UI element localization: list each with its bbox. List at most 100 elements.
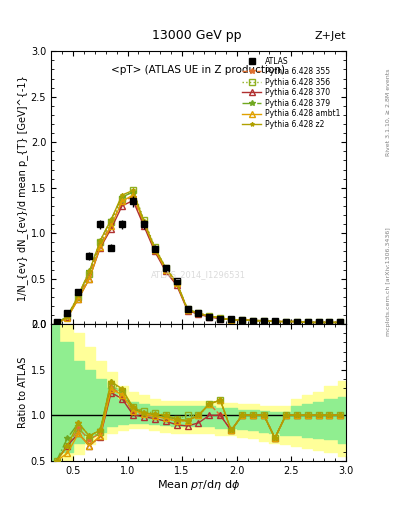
Pythia 6.428 ambt1 xyxy=(120,198,125,204)
Pythia 6.428 370 xyxy=(262,317,266,324)
Text: <pT> (ATLAS UE in Z production): <pT> (ATLAS UE in Z production) xyxy=(112,65,285,75)
Pythia 6.428 379 xyxy=(229,316,233,323)
Pythia 6.428 ambt1 xyxy=(207,313,212,319)
Text: ATLAS_2014_I1296531: ATLAS_2014_I1296531 xyxy=(151,271,246,280)
Pythia 6.428 z2 xyxy=(327,319,332,326)
Pythia 6.428 379 xyxy=(65,313,70,319)
Pythia 6.428 ambt1 xyxy=(54,321,59,327)
Pythia 6.428 355 xyxy=(316,319,321,326)
Pythia 6.428 379 xyxy=(109,217,114,223)
Pythia 6.428 355 xyxy=(163,267,168,273)
Pythia 6.428 370 xyxy=(283,318,288,325)
Pythia 6.428 z2 xyxy=(316,319,321,326)
Pythia 6.428 356 xyxy=(262,317,266,324)
Pythia 6.428 z2 xyxy=(272,318,277,325)
Pythia 6.428 ambt1 xyxy=(87,275,92,282)
Pythia 6.428 379 xyxy=(76,292,81,298)
Pythia 6.428 355 xyxy=(294,318,299,325)
Pythia 6.428 z2 xyxy=(305,319,310,326)
Pythia 6.428 z2 xyxy=(207,313,212,319)
Pythia 6.428 ambt1 xyxy=(338,319,343,326)
X-axis label: Mean $p_T$/d$\eta$ d$\phi$: Mean $p_T$/d$\eta$ d$\phi$ xyxy=(157,478,240,493)
Pythia 6.428 379 xyxy=(120,194,125,200)
Pythia 6.428 z2 xyxy=(65,314,70,320)
Pythia 6.428 379 xyxy=(338,319,343,326)
Pythia 6.428 z2 xyxy=(120,192,125,198)
Pythia 6.428 355 xyxy=(283,318,288,325)
Line: Pythia 6.428 370: Pythia 6.428 370 xyxy=(54,198,343,326)
Pythia 6.428 370 xyxy=(76,296,81,302)
Pythia 6.428 z2 xyxy=(174,280,179,286)
Pythia 6.428 356 xyxy=(229,316,233,323)
Pythia 6.428 ambt1 xyxy=(272,318,277,325)
Pythia 6.428 z2 xyxy=(185,307,190,313)
Pythia 6.428 ambt1 xyxy=(130,192,135,198)
Pythia 6.428 355 xyxy=(65,314,70,320)
Y-axis label: Ratio to ATLAS: Ratio to ATLAS xyxy=(18,357,28,428)
Pythia 6.428 355 xyxy=(174,280,179,286)
Pythia 6.428 z2 xyxy=(87,268,92,274)
Pythia 6.428 355 xyxy=(327,319,332,326)
Pythia 6.428 355 xyxy=(98,241,103,247)
Pythia 6.428 355 xyxy=(240,316,244,323)
Pythia 6.428 356 xyxy=(98,239,103,245)
Pythia 6.428 356 xyxy=(141,217,146,223)
Pythia 6.428 ambt1 xyxy=(152,247,157,253)
Pythia 6.428 370 xyxy=(65,314,70,320)
Pythia 6.428 356 xyxy=(185,306,190,312)
Pythia 6.428 ambt1 xyxy=(174,280,179,286)
Pythia 6.428 379 xyxy=(174,280,179,286)
Pythia 6.428 379 xyxy=(316,319,321,326)
Pythia 6.428 z2 xyxy=(130,187,135,194)
Pythia 6.428 ambt1 xyxy=(76,296,81,302)
Pythia 6.428 379 xyxy=(251,317,255,324)
Pythia 6.428 356 xyxy=(196,310,201,316)
Pythia 6.428 355 xyxy=(152,247,157,253)
Pythia 6.428 370 xyxy=(207,314,212,320)
Pythia 6.428 z2 xyxy=(294,318,299,325)
Pythia 6.428 370 xyxy=(305,319,310,326)
Pythia 6.428 356 xyxy=(338,319,343,326)
Pythia 6.428 z2 xyxy=(218,315,223,321)
Pythia 6.428 ambt1 xyxy=(327,319,332,326)
Pythia 6.428 ambt1 xyxy=(240,316,244,323)
Pythia 6.428 ambt1 xyxy=(305,319,310,326)
Pythia 6.428 356 xyxy=(120,196,125,202)
Pythia 6.428 370 xyxy=(152,248,157,254)
Pythia 6.428 379 xyxy=(218,315,223,321)
Pythia 6.428 ambt1 xyxy=(251,317,255,324)
Pythia 6.428 355 xyxy=(120,198,125,204)
Text: Rivet 3.1.10, ≥ 2.8M events: Rivet 3.1.10, ≥ 2.8M events xyxy=(386,69,391,156)
Pythia 6.428 355 xyxy=(338,319,343,326)
Pythia 6.428 356 xyxy=(76,294,81,300)
Pythia 6.428 356 xyxy=(327,319,332,326)
Line: Pythia 6.428 379: Pythia 6.428 379 xyxy=(54,189,343,326)
Text: mcplots.cern.ch [arXiv:1306.3436]: mcplots.cern.ch [arXiv:1306.3436] xyxy=(386,227,391,336)
Pythia 6.428 370 xyxy=(174,282,179,288)
Pythia 6.428 370 xyxy=(316,319,321,326)
Pythia 6.428 355 xyxy=(87,271,92,278)
Pythia 6.428 379 xyxy=(196,310,201,316)
Pythia 6.428 370 xyxy=(251,317,255,324)
Pythia 6.428 379 xyxy=(98,238,103,244)
Pythia 6.428 356 xyxy=(109,219,114,225)
Pythia 6.428 370 xyxy=(163,268,168,274)
Pythia 6.428 ambt1 xyxy=(316,319,321,326)
Pythia 6.428 ambt1 xyxy=(229,316,233,323)
Pythia 6.428 379 xyxy=(262,317,266,324)
Line: Pythia 6.428 ambt1: Pythia 6.428 ambt1 xyxy=(54,192,343,326)
Pythia 6.428 370 xyxy=(98,245,103,251)
Pythia 6.428 379 xyxy=(152,246,157,252)
Pythia 6.428 356 xyxy=(218,315,223,321)
Pythia 6.428 356 xyxy=(294,318,299,325)
Pythia 6.428 356 xyxy=(207,313,212,319)
Pythia 6.428 ambt1 xyxy=(262,317,266,324)
Pythia 6.428 370 xyxy=(130,198,135,204)
Pythia 6.428 355 xyxy=(207,313,212,319)
Pythia 6.428 ambt1 xyxy=(196,310,201,316)
Pythia 6.428 356 xyxy=(152,244,157,250)
Pythia 6.428 370 xyxy=(294,318,299,325)
Y-axis label: 1/N_{ev} dN_{ev}/d mean p_{T} [GeV]^{-1}: 1/N_{ev} dN_{ev}/d mean p_{T} [GeV]^{-1} xyxy=(17,75,28,301)
Line: Pythia 6.428 356: Pythia 6.428 356 xyxy=(54,187,343,326)
Pythia 6.428 355 xyxy=(218,316,223,322)
